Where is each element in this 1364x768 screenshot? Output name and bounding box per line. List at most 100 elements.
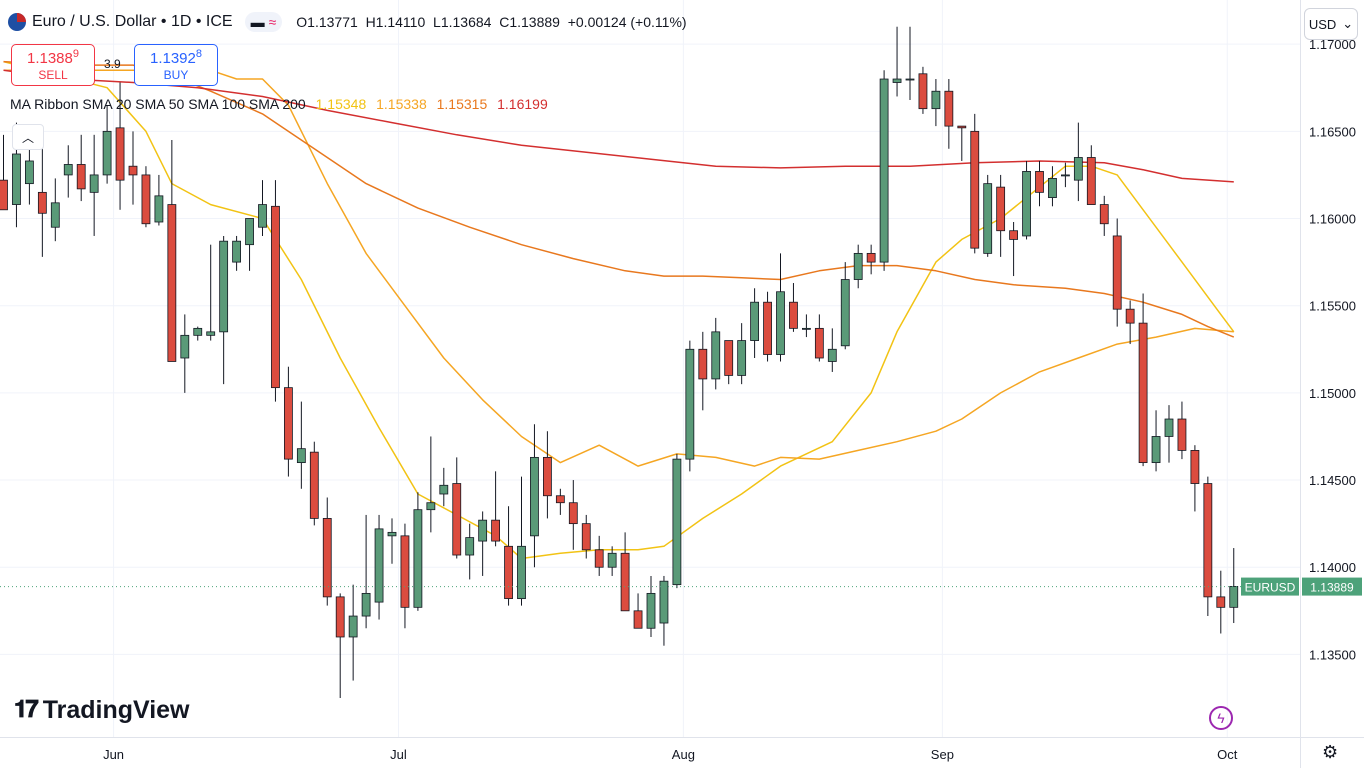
candle-up <box>905 26 915 100</box>
sell-label: SELL <box>38 68 68 82</box>
candle-body <box>413 509 423 608</box>
candle-body <box>400 535 410 608</box>
candle-body <box>1190 450 1200 484</box>
candle-up <box>750 288 759 358</box>
candle-down <box>1203 476 1213 617</box>
candle-body <box>504 545 513 600</box>
sma20-value: 1.15348 <box>315 96 367 112</box>
candle-up <box>983 174 993 257</box>
candle-body <box>180 334 190 359</box>
tradingview-mark-icon: 𝟏𝟕 <box>14 696 39 723</box>
candlesticks <box>0 26 1239 698</box>
candle-up <box>413 492 423 611</box>
lightning-icon[interactable]: ϟ <box>1209 706 1233 730</box>
symbol-title[interactable]: Euro / U.S. Dollar • 1D • ICE <box>32 13 233 30</box>
candle-up <box>1164 405 1174 463</box>
candle-body <box>1073 157 1083 181</box>
candle-up <box>827 328 837 372</box>
sma20-line <box>3 60 1235 560</box>
candle-body <box>1216 596 1226 608</box>
candle-body <box>322 518 332 598</box>
y-tick-label: 1.17000 <box>1309 37 1356 52</box>
candle-up <box>348 584 358 681</box>
candle-up <box>296 401 306 489</box>
candle-up <box>102 105 112 184</box>
candle-body <box>63 164 73 176</box>
candle-body <box>633 610 643 629</box>
symbol-tag <box>1241 577 1299 596</box>
candle-down <box>1125 300 1135 345</box>
candle-body <box>1203 483 1213 598</box>
candle-down <box>283 366 293 477</box>
candle-body <box>102 130 112 176</box>
candle-up <box>387 518 397 564</box>
candle-down <box>1177 401 1187 460</box>
candle-down <box>698 331 708 411</box>
candle-body <box>50 202 60 228</box>
candle-body <box>802 327 811 330</box>
candle-body <box>646 592 656 629</box>
candle-body <box>1138 322 1148 464</box>
candle-down <box>1086 145 1096 205</box>
ohlc-change: +0.00124 (+0.11%) <box>567 14 687 30</box>
candle-body <box>814 327 824 359</box>
candle-down <box>763 291 772 362</box>
candle-down <box>335 593 345 698</box>
last-price-label: 1.13889 <box>1310 581 1354 595</box>
candle-up <box>1048 166 1057 207</box>
candle-down <box>866 244 876 275</box>
candle-body <box>840 279 850 347</box>
candle-body <box>1099 204 1109 225</box>
candle-down <box>491 471 501 547</box>
sma50-value: 1.15338 <box>376 96 427 112</box>
buy-button[interactable]: 1.13928 BUY <box>134 44 218 86</box>
collapse-legend-button[interactable]: ︿ <box>12 124 44 150</box>
gear-icon[interactable]: ⚙ <box>1322 742 1339 762</box>
tradingview-logo[interactable]: 𝟏𝟕 TradingView <box>14 695 190 725</box>
candle-down <box>141 166 151 228</box>
candle-down <box>504 506 513 606</box>
candle-up <box>659 575 669 646</box>
candle-down <box>309 441 319 526</box>
candle-body <box>271 205 280 389</box>
candle-body <box>724 340 734 376</box>
ma-ribbon <box>3 60 1235 560</box>
candle-down <box>568 480 578 550</box>
eur-usd-flag-icon <box>8 13 26 31</box>
candle-body <box>866 252 876 263</box>
candle-body <box>0 179 8 211</box>
candle-body <box>568 502 578 525</box>
candle-body <box>776 291 785 355</box>
candle-body <box>167 204 177 362</box>
candle-up <box>361 514 371 629</box>
candle-up <box>711 317 721 390</box>
candle-body <box>1177 418 1187 451</box>
candle-down <box>789 283 798 332</box>
currency-button[interactable]: USD ⌄ <box>1304 8 1358 40</box>
sma100-line <box>3 60 1235 338</box>
candle-body <box>1035 171 1044 193</box>
candle-up <box>50 178 60 242</box>
candle-body <box>1229 586 1239 608</box>
chart-type-toggle[interactable]: ▬ ≈ <box>244 12 283 32</box>
candle-body <box>374 528 384 603</box>
indicator-legend[interactable]: MA Ribbon SMA 20 SMA 50 SMA 100 SMA 200 … <box>10 96 548 112</box>
candle-body <box>1151 436 1161 464</box>
candle-down <box>633 593 643 629</box>
buy-label: BUY <box>163 68 189 82</box>
candle-body <box>296 448 306 464</box>
candle-down <box>1138 293 1148 467</box>
candle-up <box>607 546 617 576</box>
sell-button[interactable]: 1.13889 SELL <box>11 44 95 86</box>
candle-down <box>996 174 1006 257</box>
candle-body <box>24 160 34 185</box>
candle-body <box>685 348 695 460</box>
candle-body <box>245 218 254 246</box>
candle-up <box>232 235 242 271</box>
candle-body <box>361 592 371 617</box>
sell-price-pip: 9 <box>72 48 79 60</box>
candle-up <box>374 514 384 620</box>
candle-up <box>1151 410 1161 472</box>
